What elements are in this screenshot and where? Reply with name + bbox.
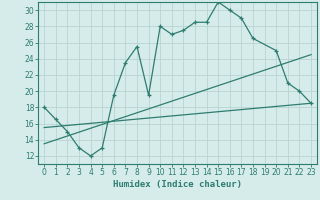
- X-axis label: Humidex (Indice chaleur): Humidex (Indice chaleur): [113, 180, 242, 189]
